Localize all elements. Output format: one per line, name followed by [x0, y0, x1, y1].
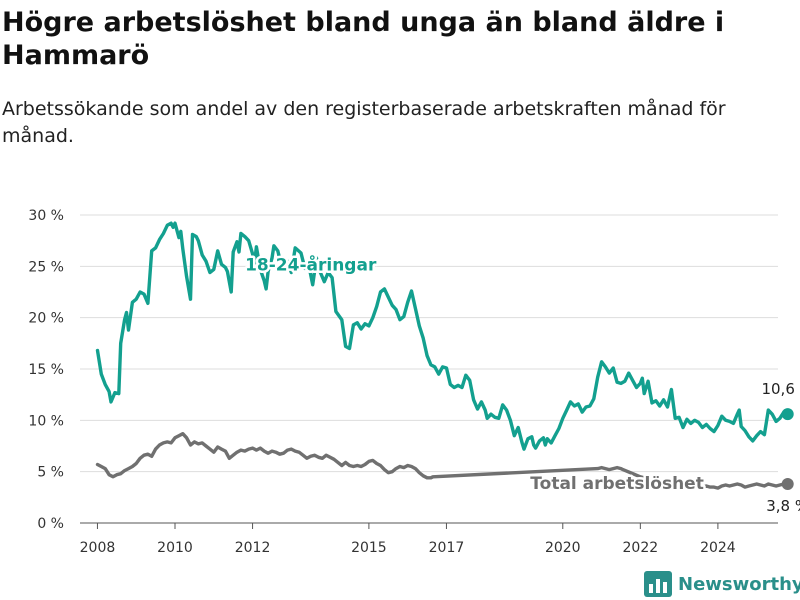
- brand-logo: Newsworthy: [644, 570, 800, 598]
- series-label-youth: 18-24-åringar: [245, 253, 377, 275]
- x-tick-label: 2017: [429, 540, 465, 556]
- y-tick-label: 25 %: [28, 259, 64, 275]
- x-tick-label: 2008: [80, 540, 116, 556]
- x-tick-label: 2022: [623, 540, 659, 556]
- end-value-label-youth: 10,6 %: [761, 380, 800, 398]
- newsworthy-logo-icon: [644, 571, 672, 597]
- series-line-total: [95, 432, 790, 490]
- y-tick-label: 0 %: [37, 516, 64, 532]
- chart-title: Högre arbetslöshet bland unga än bland ä…: [2, 7, 725, 71]
- y-tick-label: 5 %: [37, 465, 64, 481]
- x-tick-label: 2012: [235, 540, 271, 556]
- y-tick-label: 30 %: [28, 208, 64, 224]
- y-tick-label: 20 %: [28, 311, 64, 327]
- x-tick-label: 2020: [545, 540, 581, 556]
- end-marker-youth: [781, 408, 794, 421]
- series-label-total: Total arbetslöshet: [530, 474, 704, 494]
- y-tick-label: 10 %: [28, 413, 64, 429]
- brand-name: Newsworthy: [678, 573, 800, 595]
- y-tick-label: 15 %: [28, 362, 64, 378]
- end-marker-total: [781, 477, 794, 490]
- x-tick-label: 2010: [157, 540, 193, 556]
- end-value-label-total: 3,8 %: [766, 497, 800, 515]
- series-line-youth: [95, 221, 790, 451]
- x-tick-label: 2024: [700, 540, 736, 556]
- x-tick-label: 2015: [351, 540, 387, 556]
- chart-subtitle: Arbetssökande som andel av den registerb…: [2, 98, 726, 147]
